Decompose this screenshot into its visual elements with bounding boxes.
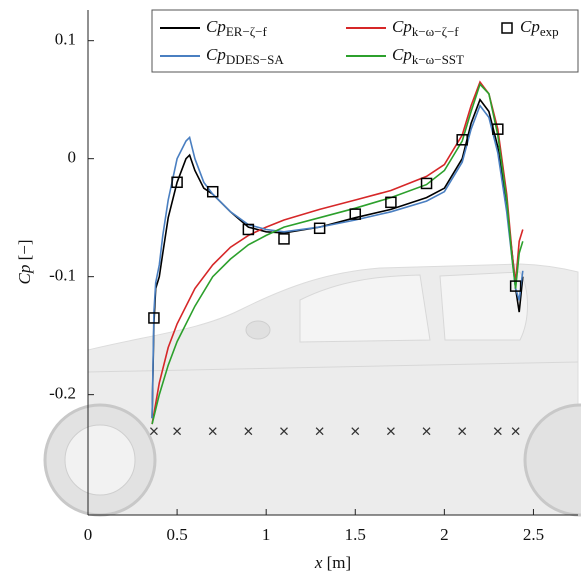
legend-subscript: DDES−SA xyxy=(226,52,285,67)
car-background xyxy=(45,264,581,515)
x-tick-label: 1 xyxy=(262,525,271,544)
legend-name: Cp xyxy=(206,17,226,36)
x-tick-label: 1.5 xyxy=(345,525,366,544)
legend-subscript: exp xyxy=(540,24,559,39)
y-tick-label: -0.1 xyxy=(49,266,76,285)
y-axis-unit: [−] xyxy=(15,239,34,260)
y-tick-label: 0.1 xyxy=(55,30,76,49)
legend-name: Cp xyxy=(520,17,540,36)
chart: Cp [−] x [m] 0.10-0.1-0.200.511.522.5CpE… xyxy=(0,0,581,581)
legend-name: Cp xyxy=(206,45,226,64)
legend-subscript: k−ω−SST xyxy=(412,52,464,67)
exp-marker xyxy=(422,178,432,188)
car-rim xyxy=(65,425,135,495)
x-axis-unit: [m] xyxy=(327,553,352,572)
x-axis-label: x [m] xyxy=(314,553,351,572)
x-tick-label: 2 xyxy=(440,525,449,544)
y-axis-var: Cp xyxy=(15,265,34,285)
x-tick-label: 2.5 xyxy=(523,525,544,544)
x-tick-label: 0 xyxy=(84,525,93,544)
page: Cp [−] x [m] 0.10-0.1-0.200.511.522.5CpE… xyxy=(0,0,581,581)
legend-subscript: ER−ζ−f xyxy=(226,24,268,39)
legend-subscript: k−ω−ζ−f xyxy=(412,24,459,39)
exp-marker xyxy=(279,234,289,244)
car-mirror xyxy=(246,321,270,339)
legend-name: Cp xyxy=(392,17,412,36)
legend-name: Cp xyxy=(392,45,412,64)
x-tick-label: 0.5 xyxy=(166,525,187,544)
x-axis-var: x xyxy=(314,553,323,572)
y-axis-label: Cp [−] xyxy=(15,239,34,284)
y-tick-label: -0.2 xyxy=(49,384,76,403)
y-tick-label: 0 xyxy=(68,148,77,167)
